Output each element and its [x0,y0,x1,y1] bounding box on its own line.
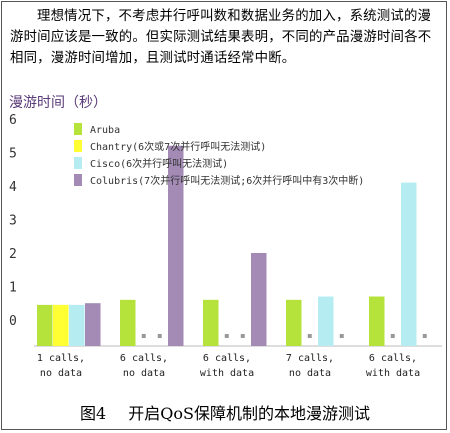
bar [53,304,69,346]
figure-title: 开启QoS保障机制的本地漫游测试 [128,404,370,423]
x-category-label: no data [289,368,331,379]
no-data-marker [141,334,146,338]
bar-highlight [318,296,334,300]
x-category-label: 6 calls, [120,353,168,364]
bar [69,304,85,346]
x-category-label: with data [200,368,254,379]
x-category-label: 6 calls, [369,353,417,364]
bar-highlight [369,296,385,300]
bar-highlight [85,303,101,306]
bar-highlight [53,304,69,308]
bar [401,182,417,346]
bar [369,296,385,346]
bar-highlight [69,304,85,308]
bar-highlight [37,304,53,308]
bar [85,303,101,346]
legend-swatch [74,174,82,186]
bar-highlight [168,145,184,149]
intro-paragraph: 理想情况下，不考虑并行呼叫数和数据业务的加入，系统测试的漫游时间应该是一致的。但… [10,9,432,66]
legend-label: Cisco(6次并行呼叫无法测试) [90,157,228,170]
no-data-marker [422,334,427,338]
y-tick-label: 2 [9,247,17,262]
y-tick-label: 4 [9,180,17,195]
bar [286,299,302,346]
x-category-label: no data [123,368,165,379]
y-tick-label: 0 [9,314,17,329]
x-category-label: 1 calls, [37,353,85,364]
bar [37,304,53,346]
legend-swatch [74,157,82,169]
no-data-marker [157,334,162,338]
bar [120,299,136,346]
bar-highlight [251,253,267,256]
no-data-marker [307,334,312,338]
bar-highlight [286,299,302,303]
no-data-marker [240,334,245,338]
legend-label: Colubris(7次并行呼叫无法测试;6次并行呼叫中有3次中断) [90,174,364,187]
y-axis-label: 漫游时间（秒） [9,95,107,111]
bar-highlight [120,299,136,303]
bar-highlight [401,182,417,186]
y-tick-label: 5 [9,147,17,162]
bar [318,296,334,346]
legend-label: Chantry(6次或7次并行呼叫无法测试) [90,140,266,153]
no-data-marker [390,334,395,338]
x-category-label: with data [366,368,420,379]
x-category-label: no data [40,368,82,379]
y-tick-label: 1 [9,281,17,296]
legend-swatch [74,123,82,135]
x-category-label: 6 calls, [203,353,251,364]
bar-highlight [203,299,219,303]
y-tick-label: 6 [9,113,17,128]
x-category-label: 7 calls, [286,353,334,364]
no-data-marker [339,334,344,338]
bar [203,299,219,346]
bar [251,253,267,346]
bar [168,145,184,346]
figure-number: 图4 [80,404,107,423]
no-data-marker [224,334,229,338]
y-tick-label: 3 [9,214,17,229]
figure-caption: 图4 开启QoS保障机制的本地漫游测试 [0,400,450,424]
legend-swatch [74,140,82,152]
legend-label: Aruba [90,125,120,136]
